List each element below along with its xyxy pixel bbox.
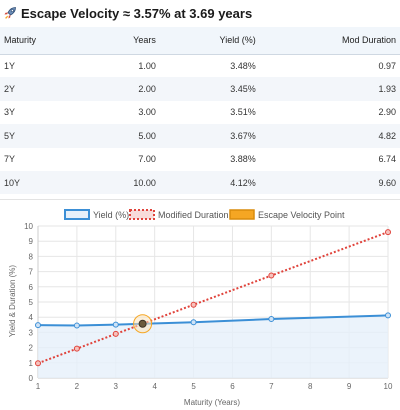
x-axis-label: Maturity (Years)	[184, 398, 241, 407]
chart-series	[35, 229, 391, 367]
column-header-years: Years	[90, 27, 160, 55]
title-bar: Escape Velocity ≈ 3.57% at 3.69 years	[0, 0, 400, 26]
table-row: 10Y 10.00 4.12% 9.60	[0, 170, 400, 195]
cell-mod-duration: 4.82	[259, 124, 400, 148]
chart-legend[interactable]: Yield (%) Modified Duration Escape Veloc…	[64, 209, 345, 220]
yield-point[interactable]	[73, 322, 80, 329]
rocket-icon	[4, 7, 16, 19]
cell-yield: 4.12%	[159, 170, 260, 195]
cell-years: 1.00	[90, 54, 160, 78]
y-tick-label: 2	[29, 344, 34, 353]
yield-point[interactable]	[268, 316, 275, 323]
legend-label-modified-duration: Modified Duration	[158, 210, 229, 220]
legend-item-yield[interactable]: Yield (%)	[64, 209, 129, 220]
legend-swatch-escape-velocity	[229, 209, 255, 220]
yield-point[interactable]	[385, 312, 391, 319]
cell-yield: 3.67%	[159, 124, 260, 148]
column-header-mod-duration: Mod Duration	[259, 27, 400, 55]
legend-swatch-yield	[64, 209, 90, 220]
modified-duration-point[interactable]	[35, 360, 41, 367]
modified-duration-point[interactable]	[112, 330, 119, 337]
y-tick-label: 9	[29, 237, 34, 246]
y-tick-label: 7	[29, 268, 34, 277]
modified-duration-point[interactable]	[268, 272, 275, 279]
y-tick-label: 4	[29, 313, 34, 322]
modified-duration-point[interactable]	[73, 345, 80, 352]
y-tick-label: 0	[29, 374, 34, 383]
x-tick-label: 3	[114, 382, 119, 391]
table-header-row: Maturity Years Yield (%) Mod Duration	[0, 27, 400, 55]
table-row: 5Y 5.00 3.67% 4.82	[0, 124, 400, 148]
yield-point[interactable]	[112, 321, 119, 328]
y-tick-label: 3	[29, 328, 34, 337]
table-row: 7Y 7.00 3.88% 6.74	[0, 147, 400, 171]
modified-duration-line	[37, 231, 389, 365]
chart-container: 0 1 2 3 4 5 6 7 8 9 10 1 2 3 4 5 6 7 8 9 10 Yield (%) Modifi…	[0, 199, 400, 410]
cell-years: 10.00	[90, 170, 160, 195]
cell-yield: 3.45%	[159, 77, 260, 101]
cell-years: 7.00	[90, 147, 160, 171]
cell-mod-duration: 1.93	[259, 77, 400, 101]
cell-maturity: 10Y	[0, 170, 91, 195]
cell-mod-duration: 2.90	[259, 100, 400, 125]
cell-maturity: 5Y	[0, 124, 91, 148]
x-tick-label: 2	[75, 382, 80, 391]
yield-line	[37, 314, 389, 327]
legend-label-yield: Yield (%)	[93, 210, 129, 220]
cell-years: 3.00	[90, 100, 160, 125]
cell-years: 5.00	[90, 124, 160, 148]
yield-table: Maturity Years Yield (%) Mod Duration 1Y…	[0, 27, 400, 195]
cell-mod-duration: 9.60	[259, 170, 400, 195]
cell-maturity: 3Y	[0, 100, 91, 125]
x-tick-label: 8	[308, 382, 313, 391]
y-tick-label: 1	[29, 359, 34, 368]
cell-yield: 3.51%	[159, 100, 260, 125]
y-tick-label: 8	[29, 252, 34, 261]
table-row: 1Y 1.00 3.48% 0.97	[0, 54, 400, 78]
x-tick-label: 10	[384, 382, 393, 391]
cell-maturity: 2Y	[0, 77, 91, 101]
x-tick-label: 4	[152, 382, 157, 391]
yield-point[interactable]	[190, 319, 197, 326]
y-axis-label: Yield & Duration (%)	[8, 265, 17, 338]
escape-velocity-point[interactable]	[138, 319, 147, 328]
y-tick-label: 6	[29, 283, 34, 292]
x-tick-label: 7	[269, 382, 274, 391]
table-row: 3Y 3.00 3.51% 2.90	[0, 100, 400, 125]
column-header-maturity: Maturity	[0, 27, 91, 55]
legend-swatch-modified-duration	[129, 209, 155, 220]
x-tick-label: 5	[191, 382, 196, 391]
cell-yield: 3.48%	[159, 54, 260, 78]
y-tick-label: 5	[29, 298, 34, 307]
modified-duration-point[interactable]	[190, 301, 197, 308]
cell-maturity: 7Y	[0, 147, 91, 171]
yield-point[interactable]	[35, 322, 41, 329]
legend-item-modified-duration[interactable]: Modified Duration	[129, 209, 229, 220]
page-title: Escape Velocity ≈ 3.57% at 3.69 years	[21, 5, 253, 21]
modified-duration-point[interactable]	[385, 229, 391, 236]
cell-mod-duration: 6.74	[259, 147, 400, 171]
x-tick-label: 9	[347, 382, 352, 391]
y-tick-label: 10	[24, 222, 33, 231]
cell-years: 2.00	[90, 77, 160, 101]
legend-label-escape-velocity: Escape Velocity Point	[258, 210, 345, 220]
x-tick-label: 1	[36, 382, 41, 391]
table-row: 2Y 2.00 3.45% 1.93	[0, 77, 400, 101]
x-tick-label: 6	[230, 382, 235, 391]
cell-maturity: 1Y	[0, 54, 91, 78]
cell-yield: 3.88%	[159, 147, 260, 171]
legend-item-escape-velocity[interactable]: Escape Velocity Point	[229, 209, 345, 220]
column-header-yield: Yield (%)	[159, 27, 260, 55]
cell-mod-duration: 0.97	[259, 54, 400, 78]
